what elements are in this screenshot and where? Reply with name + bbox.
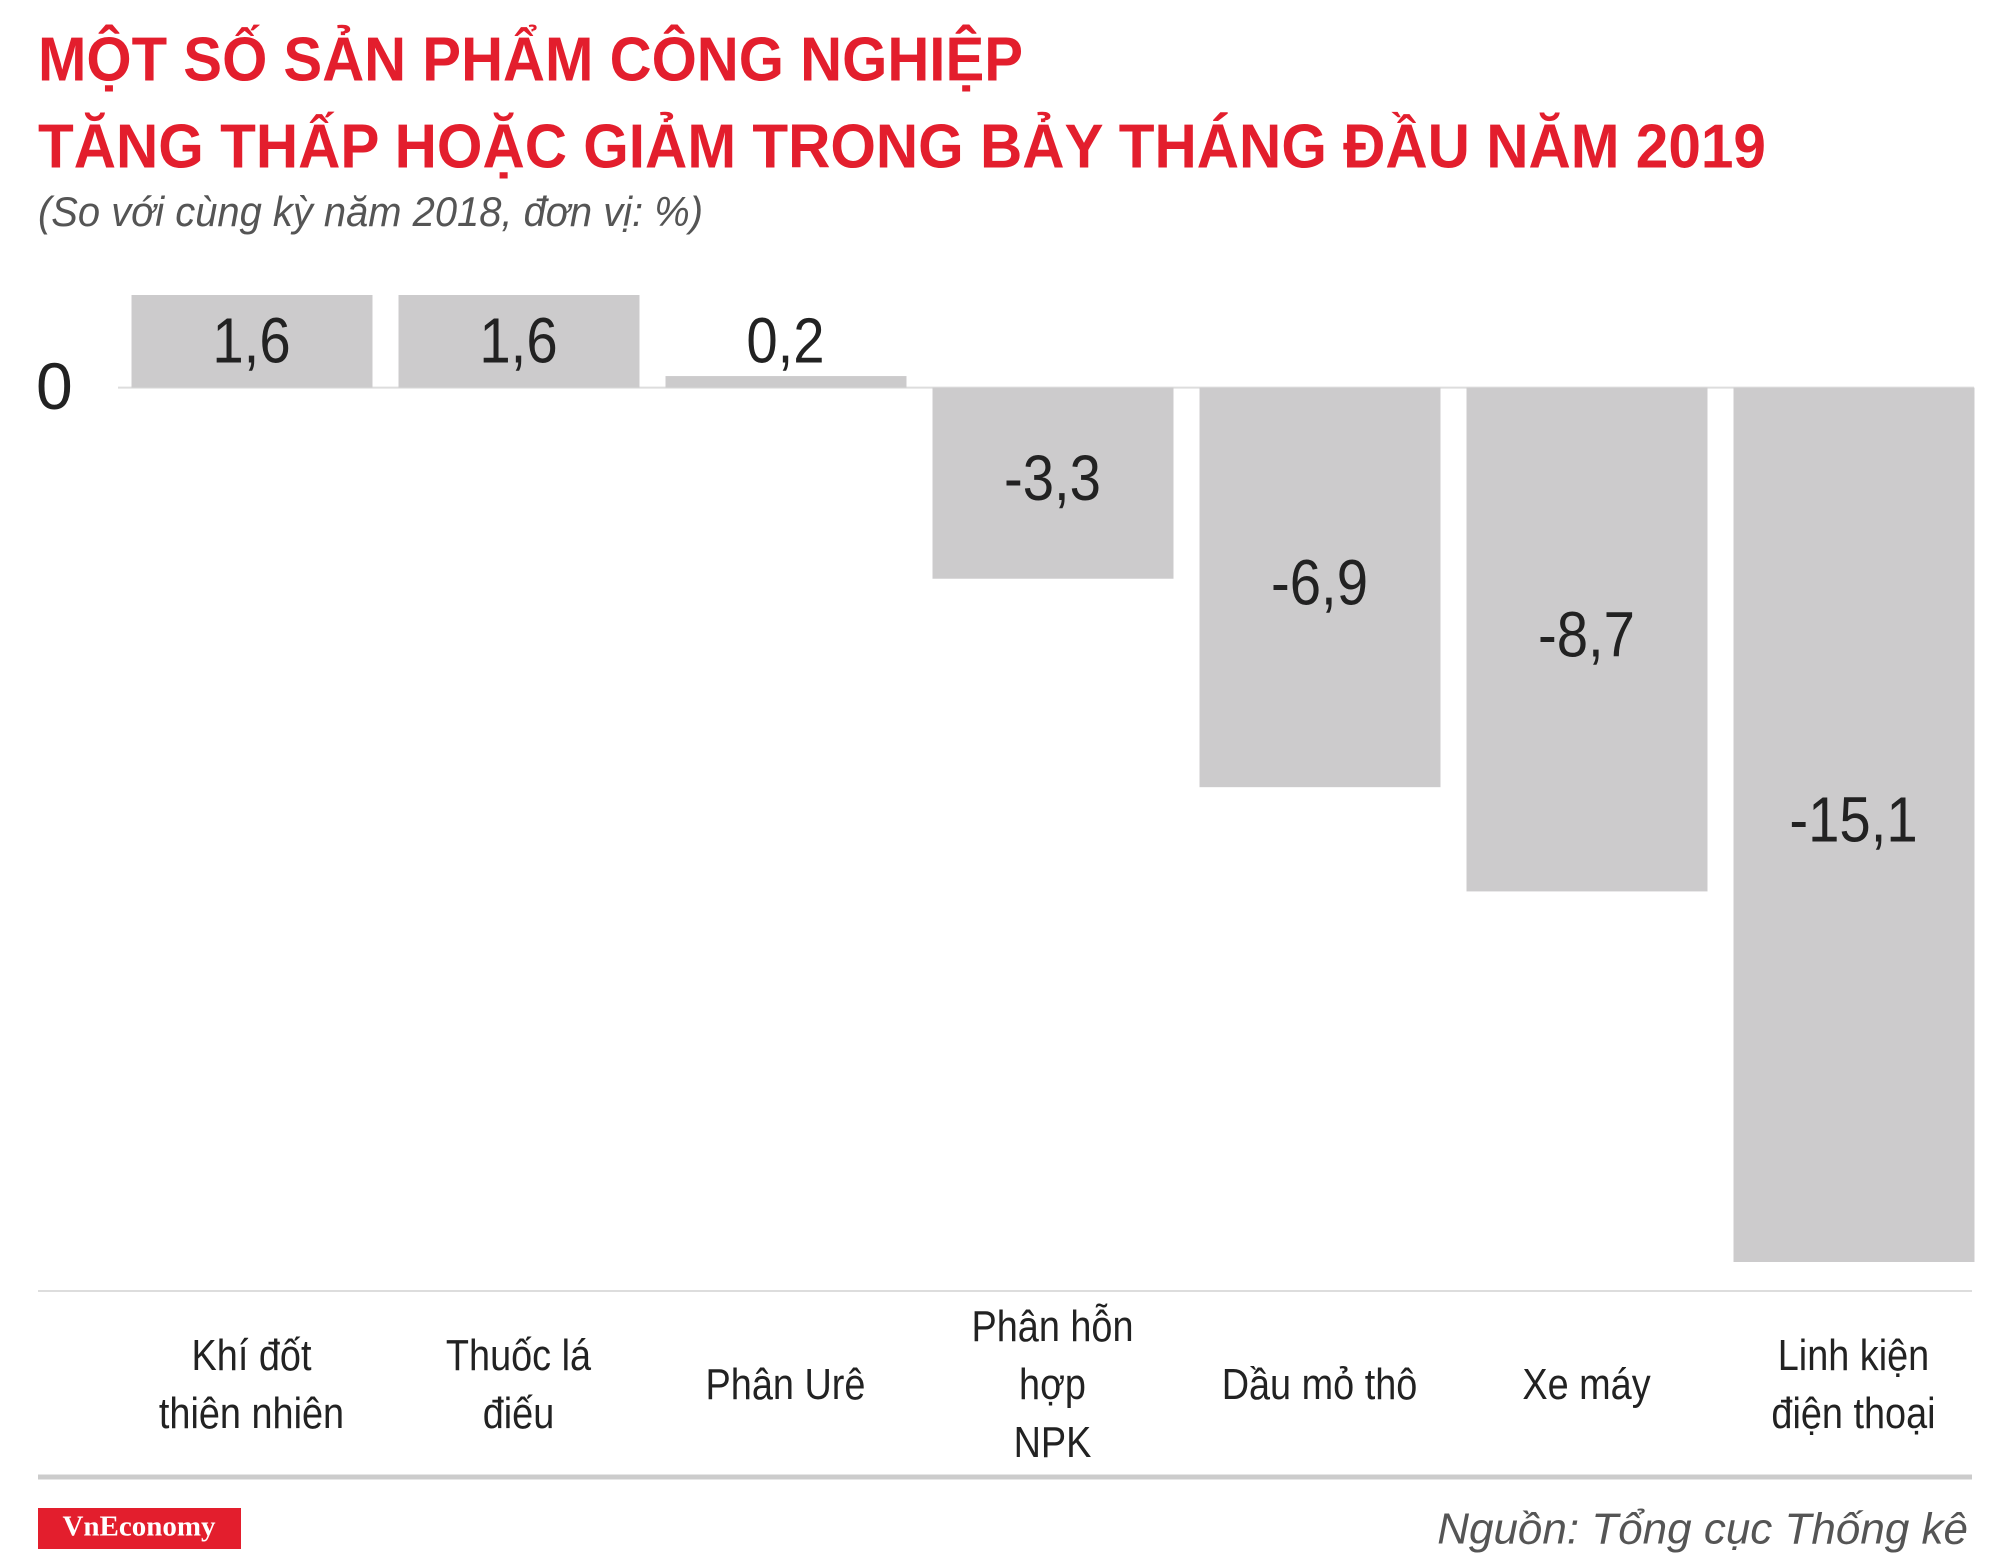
- bar: [1466, 387, 1708, 892]
- x-tick-label: Dầu mỏ thô: [1221, 1360, 1418, 1409]
- value-label: -3,3: [1004, 442, 1101, 514]
- value-label: 1,6: [212, 304, 290, 376]
- x-tick-label: Phân Urê: [705, 1360, 866, 1409]
- source: Nguồn: Tổng cục Thống kê: [1437, 1505, 1968, 1554]
- x-tick-label: Khí đốt thiên nhiên: [158, 1331, 345, 1438]
- value-label: 0,2: [746, 304, 824, 376]
- value-label: -6,9: [1271, 546, 1368, 618]
- bar: [398, 295, 640, 388]
- bar: [1199, 387, 1441, 788]
- chart-subtitle: (So với cùng kỳ năm 2018, đơn vị: %): [38, 188, 703, 235]
- value-label: 1,6: [479, 304, 557, 376]
- value-label: -15,1: [1789, 783, 1917, 855]
- bar: [131, 295, 373, 388]
- brand-logo: [38, 1508, 241, 1549]
- brand-text: VnEconomy: [62, 1511, 216, 1543]
- x-tick-label: Thuốc lá điếu: [445, 1331, 592, 1438]
- x-tick-label: Xe máy: [1522, 1360, 1651, 1409]
- chart-title: TĂNG THẤP HOẶC GIẢM TRONG BẢY THÁNG ĐẦU …: [38, 112, 1766, 181]
- x-tick-label: Phân hỗn hợp NPK: [971, 1302, 1134, 1467]
- value-label: -8,7: [1538, 598, 1635, 670]
- y-tick-label: 0: [36, 349, 73, 423]
- bar: [932, 387, 1174, 579]
- x-tick-label: Linh kiện điện thoại: [1771, 1331, 1936, 1438]
- bar: [665, 376, 907, 388]
- chart-title: MỘT SỐ SẢN PHẨM CÔNG NGHIỆP: [38, 25, 1023, 94]
- bar: [1733, 387, 1975, 1262]
